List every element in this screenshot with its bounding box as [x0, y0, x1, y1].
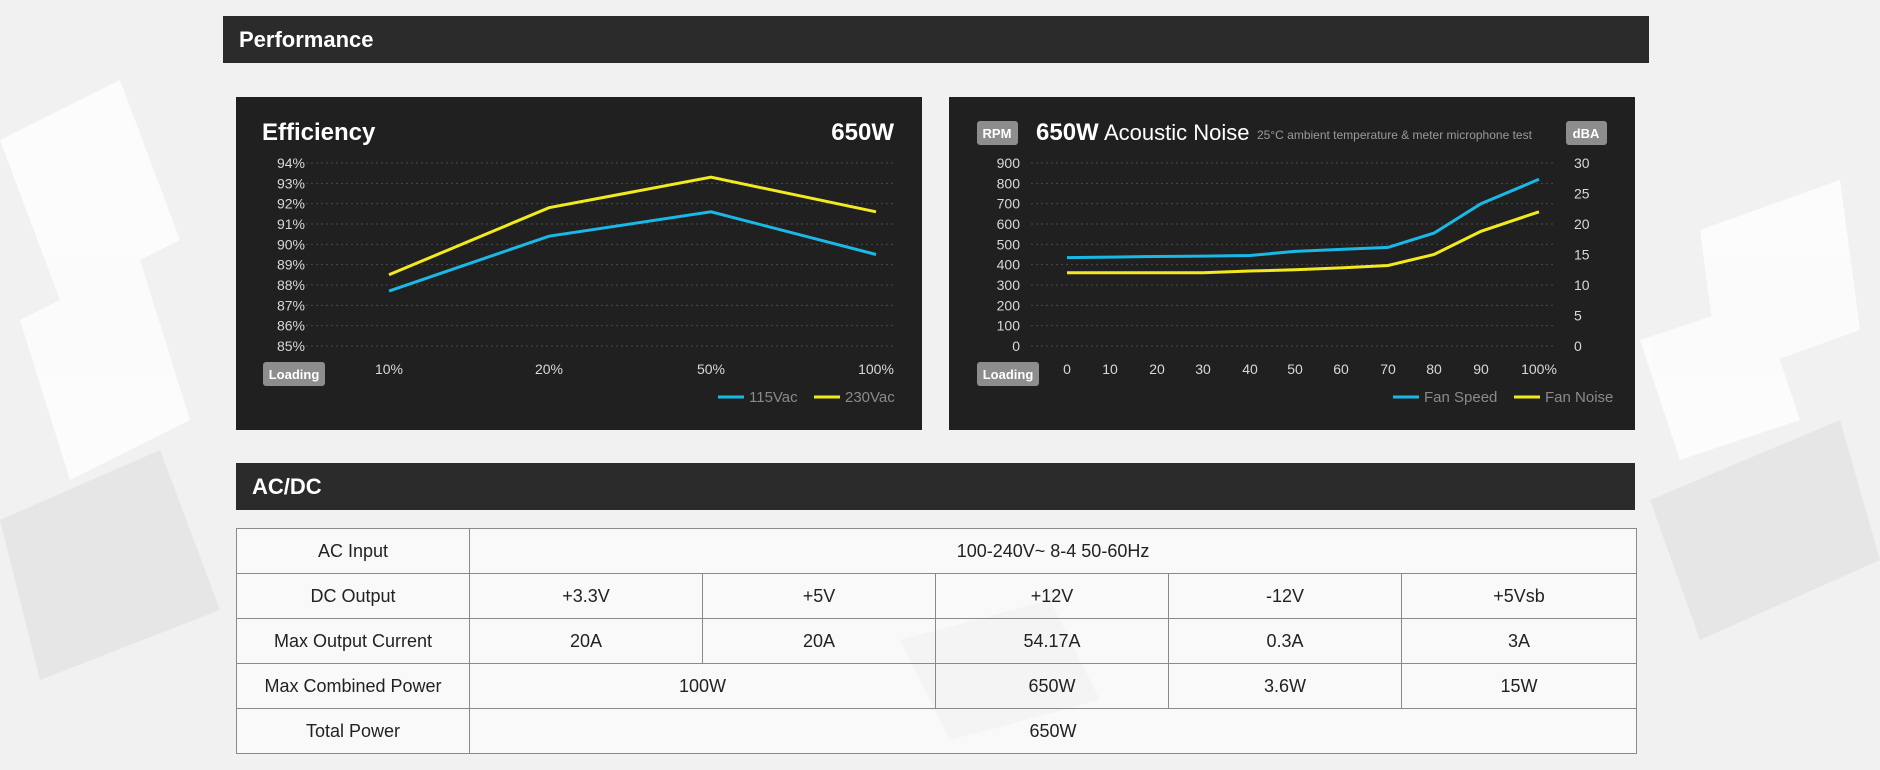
y-tick-label: 92% [277, 196, 305, 212]
x-tick-label: 100% [1521, 361, 1557, 377]
rpm-badge [977, 121, 1018, 145]
x-tick-label: 10% [375, 361, 403, 377]
x-tick-label: 30 [1195, 361, 1211, 377]
loading-badge-label: Loading [983, 367, 1034, 382]
table-cell: 20A [702, 618, 936, 664]
dba-badge-label: dBA [1573, 126, 1600, 141]
series-line-115Vac [388, 210, 877, 293]
y-tick-label: 100 [997, 318, 1021, 334]
x-tick-label: 10 [1102, 361, 1118, 377]
table-cell: 100-240V~ 8-4 50-60Hz [468, 528, 1638, 574]
row-label: DC Output [236, 573, 470, 619]
series-line-fan-noise [1067, 210, 1540, 275]
y2-tick-label: 5 [1574, 308, 1582, 324]
y-tick-label: 87% [277, 297, 305, 313]
y2-tick-label: 30 [1574, 155, 1590, 171]
table-cell: 3A [1400, 618, 1638, 664]
series-line-230Vac [388, 175, 877, 277]
table-row: Total Power 650W [236, 708, 1638, 754]
legend-label: 230Vac [845, 389, 895, 406]
table-row: Max Output Current 20A 20A 54.17A 0.3A 3A [236, 618, 1638, 664]
x-tick-label: 20% [535, 361, 563, 377]
row-label: AC Input [236, 528, 470, 574]
acdc-spec-table: AC Input 100-240V~ 8-4 50-60Hz DC Output +3… [236, 528, 1638, 754]
y-tick-label: 89% [277, 257, 305, 273]
x-tick-label: 90 [1473, 361, 1489, 377]
efficiency-chart: Efficiency 650W Loading 85% 86% 87% 88% 89% 9… [262, 119, 895, 406]
dba-badge [1566, 121, 1607, 145]
table-cell: 0.3A [1168, 618, 1402, 664]
y-tick-label: 88% [277, 277, 305, 293]
y2-tick-label: 0 [1574, 338, 1582, 354]
x-tick-label: 100% [858, 361, 894, 377]
y-tick-label: 91% [277, 216, 305, 232]
table-cell: +3.3V [469, 573, 703, 619]
y-tick-label: 900 [997, 155, 1021, 171]
table-cell: 15W [1400, 663, 1638, 709]
legend-label: Fan Speed [1424, 389, 1497, 406]
y2-tick-label: 10 [1574, 277, 1590, 293]
efficiency-chart-panel: Efficiency 650W Loading 85% 86% 87% 88% 89% 9… [236, 97, 922, 430]
y-tick-label: 500 [997, 236, 1021, 252]
y-tick-label: 300 [997, 277, 1021, 293]
loading-badge [977, 362, 1039, 386]
y-tick-label: 200 [997, 297, 1021, 313]
x-tick-label: 40 [1242, 361, 1258, 377]
efficiency-chart-title: Efficiency [262, 119, 376, 146]
y-tick-label: 0 [1012, 338, 1020, 354]
efficiency-wattage: 650W [831, 119, 894, 146]
y-tick-label: 600 [997, 216, 1021, 232]
table-cell: 650W [935, 663, 1169, 709]
series-line-fan-speed [1066, 177, 1540, 260]
loading-badge-label: Loading [269, 367, 320, 382]
y-tick-label: 86% [277, 318, 305, 334]
y-tick-label: 400 [997, 257, 1021, 273]
x-tick-label: 60 [1333, 361, 1349, 377]
y2-tick-label: 20 [1574, 216, 1590, 232]
row-label: Total Power [236, 708, 470, 754]
acdc-title: AC/DC [252, 474, 322, 499]
acdc-header: AC/DC [236, 463, 1635, 510]
y-tick-label: 93% [277, 175, 305, 191]
performance-header: Performance [223, 16, 1649, 63]
row-label: Max Output Current [236, 618, 470, 664]
rpm-badge-label: RPM [983, 126, 1012, 141]
table-cell: 100W [469, 663, 936, 709]
table-cell: 20A [469, 618, 703, 664]
x-tick-label: 50 [1287, 361, 1303, 377]
x-tick-label: 70 [1380, 361, 1396, 377]
acoustic-noise-chart-panel: RPM 650W Acoustic Noise 25°C ambient tem… [949, 97, 1635, 430]
noise-chart-title: Acoustic Noise [1104, 120, 1250, 145]
y-tick-label: 94% [277, 155, 305, 171]
y2-tick-label: 15 [1574, 247, 1590, 263]
table-row: Max Combined Power 100W 650W 3.6W 15W [236, 663, 1638, 709]
table-cell: 650W [468, 708, 1638, 754]
table-row: DC Output +3.3V +5V +12V -12V +5Vsb [236, 573, 1638, 619]
loading-badge [263, 362, 325, 386]
x-tick-label: 80 [1426, 361, 1442, 377]
table-cell: +5V [702, 573, 936, 619]
y-tick-label: 90% [277, 236, 305, 252]
performance-title: Performance [239, 27, 374, 52]
y-tick-label: 85% [277, 338, 305, 354]
x-tick-label: 0 [1063, 361, 1071, 377]
acoustic-noise-chart: RPM 650W Acoustic Noise 25°C ambient tem… [977, 119, 1613, 406]
y-tick-label: 700 [997, 196, 1021, 212]
noise-chart-subtitle: 25°C ambient temperature & meter microph… [1257, 128, 1533, 142]
x-tick-label: 50% [697, 361, 725, 377]
table-row: AC Input 100-240V~ 8-4 50-60Hz [236, 528, 1638, 574]
noise-wattage: 650W [1036, 119, 1099, 146]
legend-label: Fan Noise [1545, 389, 1613, 406]
x-tick-label: 20 [1149, 361, 1165, 377]
table-cell: -12V [1168, 573, 1402, 619]
row-label: Max Combined Power [236, 663, 470, 709]
legend-label: 115Vac [749, 389, 798, 406]
y-tick-label: 800 [997, 175, 1021, 191]
table-cell: 3.6W [1168, 663, 1402, 709]
table-cell: +5Vsb [1400, 573, 1638, 619]
table-cell: 54.17A [935, 618, 1169, 664]
table-cell: +12V [935, 573, 1169, 619]
y2-tick-label: 25 [1574, 186, 1590, 202]
